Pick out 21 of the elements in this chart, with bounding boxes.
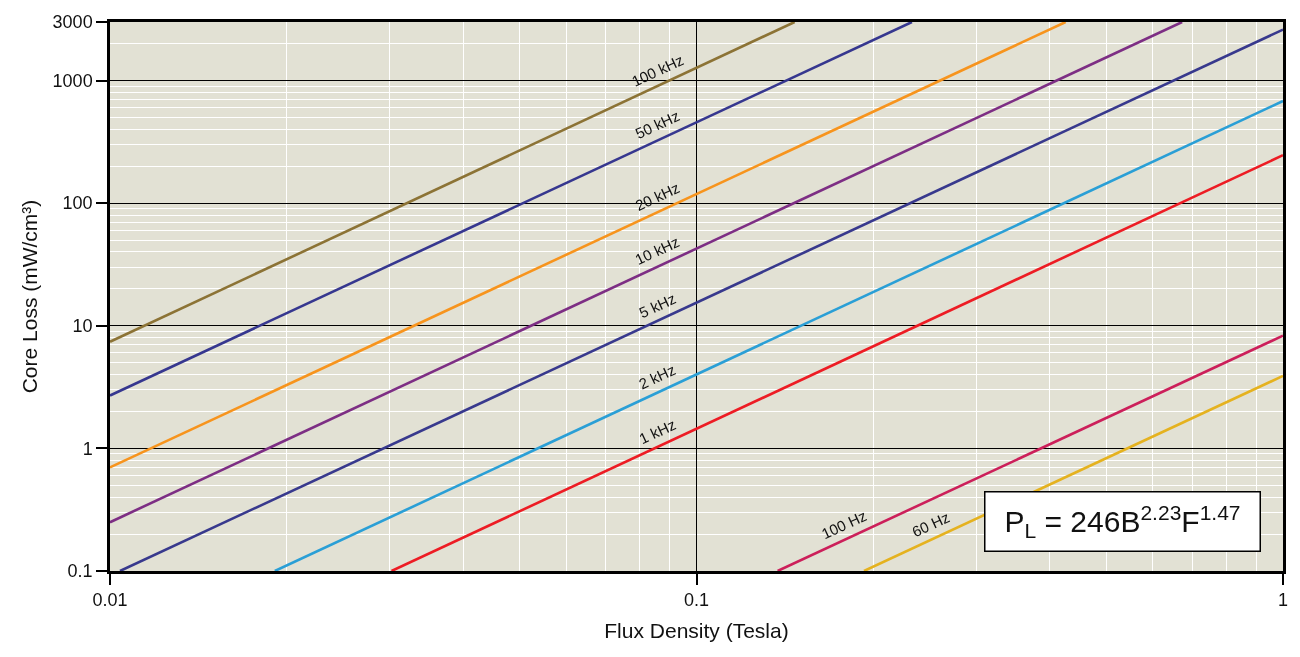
y-tick-label: 1000 <box>52 70 93 91</box>
text: 60 Hz <box>909 508 953 541</box>
x-axis-title: Flux Density (Tesla) <box>604 618 789 642</box>
x-tick-label: 0.01 <box>92 590 128 611</box>
x-tick-label: 1 <box>1277 590 1289 611</box>
y-axis-title: Core Loss (mW/cm³) <box>17 199 41 394</box>
text: 2 kHz <box>636 360 679 393</box>
y-tick-label: 0.1 <box>67 561 93 582</box>
y-tick-label: 100 <box>62 193 93 214</box>
text: 20 kHz <box>632 178 683 215</box>
text: 100 Hz <box>818 506 870 543</box>
y-tick-label: 3000 <box>52 12 93 33</box>
text: 1 kHz <box>636 415 679 448</box>
y-tick-label: 10 <box>72 316 93 337</box>
text: 100 kHz <box>629 51 687 90</box>
text: 50 kHz <box>632 106 682 143</box>
text: 5 kHz <box>636 289 679 322</box>
text: 10 kHz <box>632 232 682 269</box>
x-tick-label: 0.1 <box>683 590 710 611</box>
annotation: P$_{L}$ = 246B$^{2.23}$F$^{1.47}$ <box>1004 500 1241 543</box>
y-tick-label: 1 <box>82 438 93 459</box>
